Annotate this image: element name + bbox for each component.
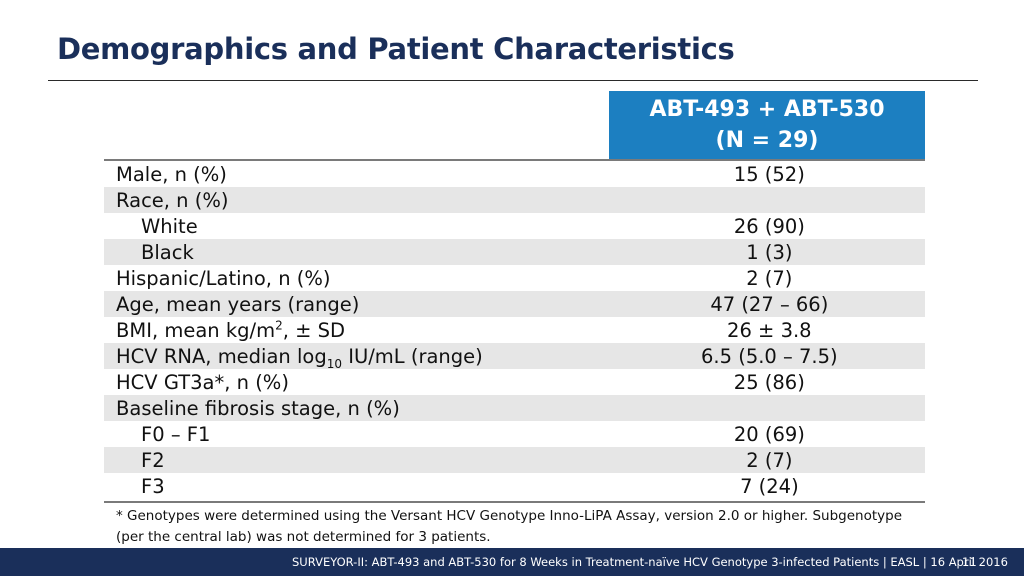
bmi-label-suffix: , ± SD bbox=[282, 318, 346, 342]
table-row-white: White 26 (90) bbox=[104, 213, 925, 239]
bmi-label-text: BMI, mean kg/m bbox=[116, 318, 276, 342]
table-bottom-divider bbox=[104, 501, 925, 503]
footer-citation: SURVEYOR-II: ABT-493 and ABT-530 for 8 W… bbox=[292, 555, 1008, 569]
column-header: ABT-493 + ABT-530 (N = 29) bbox=[609, 91, 925, 159]
row-value: 2 (7) bbox=[746, 266, 793, 290]
row-label: Hispanic/Latino, n (%) bbox=[116, 266, 331, 290]
table-row-black: Black 1 (3) bbox=[104, 239, 925, 265]
table-row-age: Age, mean years (range) 47 (27 – 66) bbox=[104, 291, 925, 317]
row-value: 2 (7) bbox=[746, 448, 793, 472]
row-value: 6.5 (5.0 – 7.5) bbox=[701, 344, 838, 368]
row-label: Male, n (%) bbox=[116, 162, 227, 186]
row-value: 26 ± 3.8 bbox=[727, 318, 812, 342]
row-label: White bbox=[141, 214, 198, 238]
hcv-rna-label-suffix: IU/mL (range) bbox=[342, 344, 483, 368]
demographics-table: Male, n (%) 15 (52) Race, n (%) White 26… bbox=[104, 161, 925, 499]
table-row-bmi: BMI, mean kg/m2, ± SD 26 ± 3.8 bbox=[104, 317, 925, 343]
row-label: F3 bbox=[141, 474, 165, 498]
table-row-f3: F3 7 (24) bbox=[104, 473, 925, 499]
table-top-divider bbox=[104, 159, 925, 161]
slide-title: Demographics and Patient Characteristics bbox=[57, 32, 735, 66]
table-row-race: Race, n (%) bbox=[104, 187, 925, 213]
row-value: 15 (52) bbox=[733, 162, 805, 186]
row-value: 7 (24) bbox=[740, 474, 799, 498]
title-divider bbox=[48, 80, 978, 81]
table-row-f2: F2 2 (7) bbox=[104, 447, 925, 473]
row-label: HCV RNA, median log10 IU/mL (range) bbox=[104, 344, 614, 371]
table-row-gt3a: HCV GT3a*, n (%) 25 (86) bbox=[104, 369, 925, 395]
table-row-fibrosis: Baseline fibrosis stage, n (%) bbox=[104, 395, 925, 421]
table-row-male: Male, n (%) 15 (52) bbox=[104, 161, 925, 187]
row-label: Race, n (%) bbox=[116, 188, 229, 212]
row-label: F0 – F1 bbox=[141, 422, 211, 446]
page-number: 11 bbox=[962, 555, 977, 569]
footnote: * Genotypes were determined using the Ve… bbox=[116, 508, 903, 545]
table-row-hispanic: Hispanic/Latino, n (%) 2 (7) bbox=[104, 265, 925, 291]
row-value: 26 (90) bbox=[733, 214, 805, 238]
row-value: 20 (69) bbox=[733, 422, 805, 446]
row-label: Age, mean years (range) bbox=[116, 292, 360, 316]
table-row-hcv-rna: HCV RNA, median log10 IU/mL (range) 6.5 … bbox=[104, 343, 925, 369]
row-label: F2 bbox=[141, 448, 165, 472]
column-header-n: (N = 29) bbox=[715, 128, 819, 153]
column-header-treatment: ABT-493 + ABT-530 bbox=[649, 97, 885, 122]
bmi-superscript: 2 bbox=[275, 318, 283, 332]
row-value: 25 (86) bbox=[733, 370, 805, 394]
table-row-f0-f1: F0 – F1 20 (69) bbox=[104, 421, 925, 447]
row-value: 1 (3) bbox=[746, 240, 793, 264]
row-label: Baseline fibrosis stage, n (%) bbox=[116, 396, 400, 420]
footer-bar: SURVEYOR-II: ABT-493 and ABT-530 for 8 W… bbox=[0, 548, 1024, 576]
hcv-rna-label-text: HCV RNA, median log bbox=[116, 344, 327, 368]
row-label: Black bbox=[141, 240, 194, 264]
row-value: 47 (27 – 66) bbox=[710, 292, 829, 316]
row-label: HCV GT3a*, n (%) bbox=[116, 370, 289, 394]
row-label: BMI, mean kg/m2, ± SD bbox=[104, 319, 614, 342]
hcv-rna-subscript: 10 bbox=[326, 356, 342, 371]
